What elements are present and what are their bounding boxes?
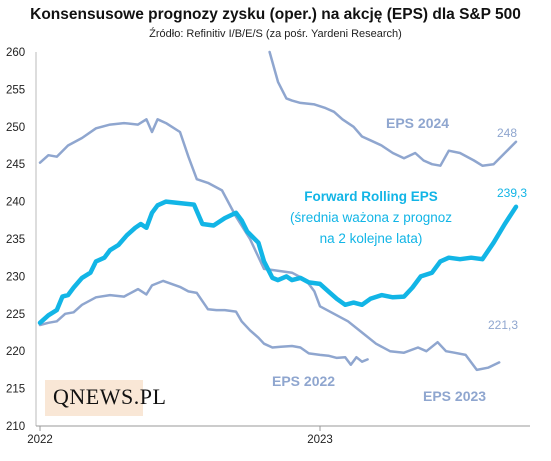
x-tick-label: 2023 (307, 434, 333, 446)
logo-text: QNEWS.PL (53, 384, 167, 409)
y-tick-label: 245 (6, 159, 25, 171)
series-line-eps-2024 (268, 50, 518, 167)
end-value-eps-2023: 221,3 (488, 318, 518, 332)
end-value-eps-2024: 248 (497, 126, 517, 140)
series-line-eps-2023 (38, 118, 501, 372)
y-axis-ticks: 210 215 220 225 230 235 240 245 250 255 260 (6, 47, 25, 433)
qnews-logo: QNEWS.PL (45, 380, 166, 416)
x-tick-label: 2022 (27, 434, 53, 446)
y-tick-label: 235 (6, 234, 25, 246)
y-tick-label: 250 (6, 122, 25, 134)
label-eps-2023: EPS 2023 (423, 388, 486, 404)
label-eps-2022: EPS 2022 (272, 373, 335, 389)
y-tick-label: 240 (6, 197, 25, 209)
y-tick-label: 255 (6, 84, 25, 96)
label-eps-2024: EPS 2024 (386, 115, 449, 131)
series-layer (37, 50, 519, 372)
x-axis-ticks: 2022 2023 (27, 426, 333, 446)
y-tick-label: 210 (6, 421, 25, 433)
y-tick-label: 230 (6, 271, 25, 283)
y-tick-label: 225 (6, 309, 25, 321)
series-line-eps-2022 (38, 279, 369, 366)
label-forward-note-1: (średnia ważona z prognoz (290, 210, 452, 225)
y-tick-label: 215 (6, 384, 25, 396)
label-forward-note-2: na 2 kolejne lata) (320, 231, 423, 246)
label-forward-rolling-eps: Forward Rolling EPS (304, 189, 438, 204)
series-line-forward-rolling-eps (37, 199, 519, 326)
end-value-forward: 239,3 (497, 186, 527, 200)
chart-subtitle: Źródło: Refinitiv I/B/E/S (za pośr. Yard… (149, 28, 402, 40)
y-tick-label: 260 (6, 47, 25, 59)
y-tick-label: 220 (6, 346, 25, 358)
chart-title: Konsensusowe prognozy zysku (oper.) na a… (30, 6, 521, 23)
